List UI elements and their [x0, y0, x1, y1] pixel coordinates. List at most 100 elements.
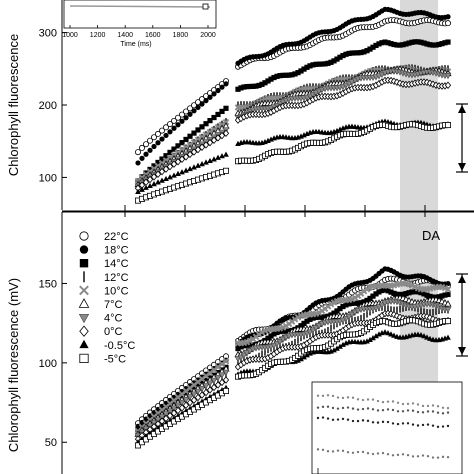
bottom-data-point [246, 348, 254, 355]
inset-bottom-point [351, 407, 355, 410]
inset-bottom-point [411, 423, 415, 426]
inset-bottom-trace-2 [316, 416, 450, 429]
inset-bottom-point [376, 409, 380, 412]
bottom-panel: 50 100 150 22°C 18°C14°C 12°C10°C 7°C 4°C0°C -0.… [39, 211, 474, 474]
top-data-point [250, 83, 256, 89]
inset-bottom-point [401, 422, 405, 425]
top-data-point [191, 130, 197, 136]
inset-bottom-point [351, 451, 355, 454]
top-data-point [214, 134, 222, 142]
inset-bottom-point [346, 418, 350, 421]
top-data-point [376, 41, 382, 47]
top-data-point [191, 108, 197, 114]
top-data-point [292, 71, 298, 77]
inset-bottom-point [321, 394, 325, 398]
bottom-data-point [280, 328, 286, 334]
legend-item: 0°C [79, 325, 123, 338]
top-data-point [319, 61, 325, 67]
bottom-data-point [445, 291, 451, 298]
inset-bottom-point [361, 398, 365, 402]
bottom-data-point [432, 308, 434, 316]
top-series-9 [134, 121, 451, 204]
inset-bottom-point [401, 453, 405, 456]
top-data-point [207, 118, 213, 124]
inset-bottom-point [416, 424, 420, 427]
top-data-point [170, 160, 178, 168]
legend-marker [79, 353, 89, 364]
bottom-data-point [186, 394, 194, 401]
top-data-point [135, 188, 141, 194]
inset-bottom-point [321, 416, 325, 419]
top-data-point [175, 143, 181, 149]
bottom-data-point [222, 376, 230, 384]
inset-bottom-point [436, 425, 440, 429]
top-data-point [147, 182, 153, 189]
inset-bottom-point [381, 400, 385, 404]
inset-bottom-point [331, 450, 335, 453]
bottom-data-point [319, 314, 325, 320]
bottom-data-point [396, 306, 398, 314]
top-data-point [138, 144, 145, 151]
inset-bottom-point [391, 454, 395, 457]
top-data-point [265, 78, 271, 84]
inset-bottom-point [356, 398, 360, 401]
inset-bottom-point [406, 422, 410, 425]
top-data-point [249, 101, 251, 109]
top-series-1 [135, 6, 451, 166]
top-data-point [167, 149, 173, 155]
bottom-data-point [342, 316, 350, 323]
legend-label: 4°C [104, 313, 123, 325]
inset-bottom-point [321, 448, 325, 452]
bottom-data-point [304, 352, 310, 358]
bottom-data-point [337, 343, 343, 349]
inset-bottom-point [406, 453, 410, 457]
bottom-data-point [439, 293, 445, 299]
top-data-point [415, 39, 421, 45]
bottom-data-point [235, 345, 241, 352]
top-data-point [312, 90, 320, 97]
bottom-data-point [444, 286, 452, 293]
top-data-point [345, 81, 353, 88]
top-data-point [215, 111, 221, 118]
top-data-point [171, 146, 177, 152]
inset-bottom-frame [311, 381, 463, 474]
top-data-point [388, 41, 394, 47]
bottom-data-point [276, 339, 284, 346]
bottom-data-point [421, 291, 427, 297]
inset-bottom-point [426, 410, 430, 413]
top-data-point [310, 62, 316, 68]
top-data-point [219, 108, 225, 114]
top-data-point [280, 72, 286, 78]
legend-label: 22°C [104, 231, 129, 243]
inset-bottom-point [336, 407, 340, 410]
top-data-point [170, 117, 177, 124]
legend-marker [83, 271, 85, 283]
legend-item: 7°C [78, 298, 123, 311]
top-data-point [159, 177, 165, 183]
bottom-data-point [218, 378, 226, 387]
top-data-point [259, 81, 265, 87]
top-data-point [167, 129, 173, 135]
top-data-point [334, 127, 340, 134]
bottom-bracket-arrow-down [458, 347, 466, 355]
top-bracket-arrow-up [458, 105, 466, 113]
bottom-data-point [399, 305, 401, 313]
bottom-data-point [135, 426, 141, 433]
top-data-point [179, 140, 185, 146]
top-data-point [166, 162, 174, 171]
top-data-point [298, 68, 304, 74]
bottom-data-point [385, 330, 391, 336]
inset-bottom-point [401, 410, 405, 413]
top-data-point [187, 111, 193, 117]
top-data-point [171, 125, 177, 131]
legend-marker [78, 298, 90, 308]
inset-x-tick-label: 2000 [200, 32, 216, 39]
top-data-point [412, 39, 418, 45]
top-data-point [183, 136, 189, 143]
top-data-point [430, 42, 436, 48]
top-data-point [397, 42, 403, 48]
inset-bottom-point [316, 416, 320, 420]
bottom-data-point [367, 336, 373, 343]
top-data-point [178, 111, 185, 118]
